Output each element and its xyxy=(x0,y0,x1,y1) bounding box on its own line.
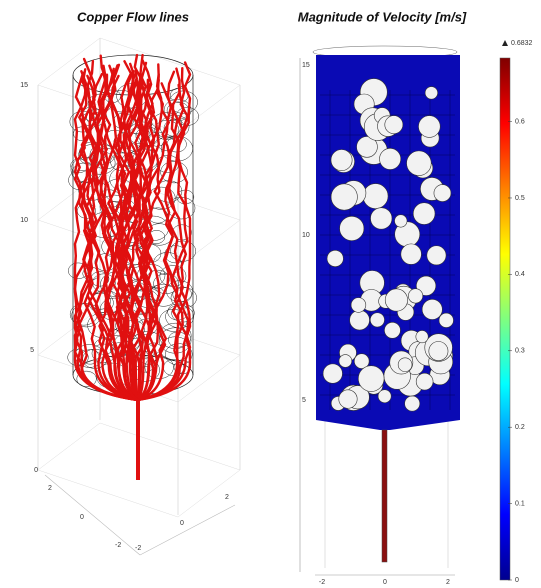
particle xyxy=(351,298,366,313)
velocity-plot: 15 10 5 -2 0 2 xyxy=(300,46,460,586)
particle xyxy=(384,322,400,338)
z-tick-label: 15 xyxy=(20,82,28,89)
particle xyxy=(418,116,440,138)
particle xyxy=(339,355,352,368)
z-tick-label: 10 xyxy=(20,217,28,224)
y-tick-label: 0 xyxy=(180,520,184,527)
particle xyxy=(427,246,446,265)
particle xyxy=(358,366,384,392)
particle xyxy=(422,299,442,319)
particle xyxy=(429,341,448,360)
z-tick-label: 5 xyxy=(30,347,34,354)
particle xyxy=(380,148,401,169)
particle xyxy=(340,216,364,240)
particle xyxy=(439,313,453,327)
particle xyxy=(416,330,428,342)
outlet-pipe xyxy=(382,430,387,562)
colorbar-tick-label: 0.2 xyxy=(515,424,525,431)
y-tick-label: 2 xyxy=(225,494,229,501)
z-tick-label: 15 xyxy=(302,62,310,69)
particle xyxy=(385,289,407,311)
particle xyxy=(331,149,352,170)
x-tick-label: 0 xyxy=(383,579,387,586)
x-tick-label: 2 xyxy=(48,485,52,492)
colorbar-tick-label: 0.4 xyxy=(515,271,525,278)
particle xyxy=(407,151,432,176)
particle xyxy=(434,185,451,202)
x-tick-label: 2 xyxy=(446,579,450,586)
colorbar xyxy=(500,58,510,580)
particle xyxy=(331,184,357,210)
z-tick-label: 10 xyxy=(302,232,310,239)
particle xyxy=(350,310,370,330)
particle xyxy=(413,203,435,225)
colorbar-tick-label: 0.1 xyxy=(515,500,525,507)
particle xyxy=(378,390,391,403)
y-tick-label: -2 xyxy=(135,545,141,552)
z-tick-label: 5 xyxy=(302,397,306,404)
particle xyxy=(425,87,438,100)
colorbar-tick-label: 0.3 xyxy=(515,348,525,355)
flow-lines-plot: 15 10 5 0 2 0 -2 -2 0 2 xyxy=(20,38,240,555)
axis xyxy=(45,475,140,555)
particle xyxy=(405,396,420,411)
particle xyxy=(370,208,391,229)
particle xyxy=(395,215,408,228)
particle xyxy=(370,313,384,327)
particle xyxy=(363,184,388,209)
right-title: Magnitude of Velocity [m/s] xyxy=(298,9,467,24)
colorbar-tick-label: 0.5 xyxy=(515,195,525,202)
x-tick-label: -2 xyxy=(319,579,325,586)
particle xyxy=(408,289,422,303)
particle xyxy=(327,250,343,266)
x-tick-label: -2 xyxy=(115,542,121,549)
particle xyxy=(385,116,403,134)
colorbar-max: 0.6832 xyxy=(511,40,533,47)
colorbar-tick-label: 0 xyxy=(515,577,519,584)
z-tick-label: 0 xyxy=(34,467,38,474)
figure: Copper Flow lines Magnitude of Velocity … xyxy=(0,0,541,588)
particle xyxy=(416,373,433,390)
left-title: Copper Flow lines xyxy=(77,9,189,24)
max-marker xyxy=(502,40,508,46)
colorbar-tick-label: 0.6 xyxy=(515,118,525,125)
particle xyxy=(339,390,357,408)
axis xyxy=(140,505,235,555)
particle xyxy=(323,364,342,383)
x-tick-label: 0 xyxy=(80,514,84,521)
particle xyxy=(401,244,422,265)
particle xyxy=(398,358,412,372)
